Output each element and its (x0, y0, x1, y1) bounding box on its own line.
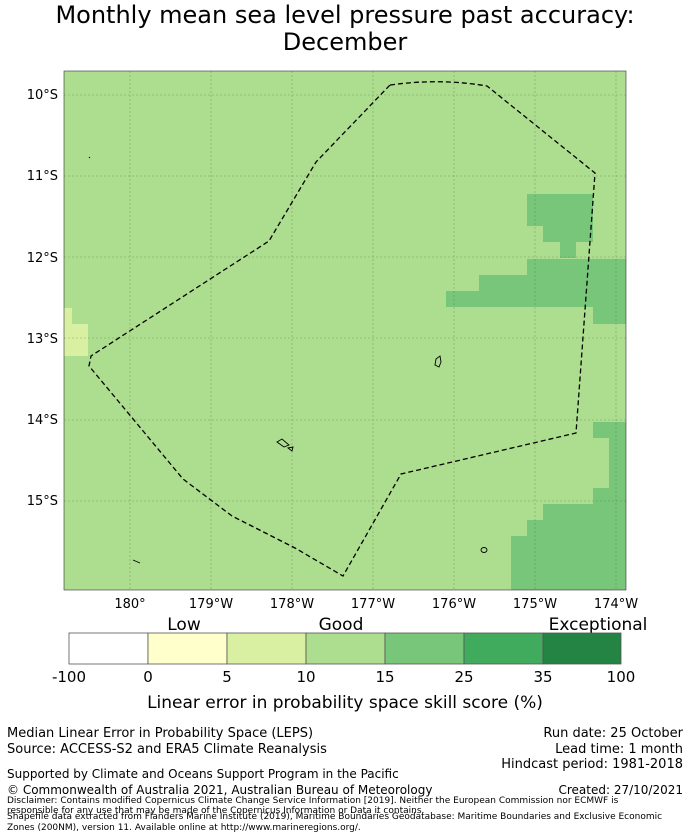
skill-map: 10°S 11°S 12°S 13°S 14°S 15°S 180° 179°W… (27, 70, 648, 686)
colorbar-tick: -100 (52, 668, 86, 686)
latitude-labels: 10°S 11°S 12°S 13°S 14°S 15°S (27, 88, 58, 509)
colorbar-box (384, 632, 465, 665)
disclaimer-line: Zones (200NM), version 11. Available onl… (7, 823, 361, 833)
colorbar-word-good: Good (319, 615, 364, 635)
graticule (64, 71, 626, 590)
lon-label: 177°W (351, 597, 395, 612)
colorbar (68, 632, 622, 665)
island-southwest (132, 559, 141, 564)
chart-title: Monthly mean sea level pressure past acc… (0, 2, 690, 56)
footer-run-date: Run date: 25 October (543, 726, 683, 741)
eez-boundary (88, 81, 596, 577)
colorbar-box (68, 632, 149, 665)
footer-copyright: © Commonwealth of Australia 2021, Austra… (7, 783, 433, 797)
islands (88, 156, 488, 564)
title-line-1: Monthly mean sea level pressure past acc… (55, 1, 635, 29)
disclaimer-line: Shapefile data extracted from Flanders M… (7, 812, 663, 822)
footer-created: Created: 27/10/2021 (558, 783, 683, 797)
lat-label: 10°S (27, 88, 58, 103)
footer-source: Source: ACCESS-S2 and ERA5 Climate Reana… (7, 742, 327, 757)
island-east (434, 355, 442, 368)
island-west (276, 438, 290, 448)
colorbar-box (226, 632, 307, 665)
colorbar-tick: 100 (607, 668, 636, 686)
colorbar-box (542, 632, 622, 665)
colorbar-tick: 0 (143, 668, 153, 686)
lon-label: 179°W (189, 597, 233, 612)
footer-support: Supported by Climate and Oceans Support … (7, 767, 399, 781)
island-southeast (480, 547, 488, 553)
lon-label: 176°W (432, 597, 476, 612)
footer-lead-time: Lead time: 1 month (555, 742, 683, 757)
colorbar-word-exceptional: Exceptional (549, 615, 648, 635)
colorbar-box (463, 632, 544, 665)
footer-hindcast: Hindcast period: 1981-2018 (501, 757, 683, 772)
longitude-labels: 180° 179°W 178°W 177°W 176°W 175°W 174°W (114, 597, 638, 612)
colorbar-box (147, 632, 228, 665)
map-frame (63, 70, 627, 591)
lon-label: 175°W (513, 597, 557, 612)
colorbar-ticks: -100 0 5 10 15 25 35 100 (52, 668, 635, 686)
lat-label: 14°S (27, 413, 58, 428)
lat-label: 12°S (27, 251, 58, 266)
colorbar-box (305, 632, 386, 665)
footer-method: Median Linear Error in Probability Space… (7, 726, 314, 741)
lon-label: 174°W (594, 597, 638, 612)
colorbar-tick: 15 (375, 668, 394, 686)
colorbar-word-low: Low (167, 615, 201, 635)
lon-label: 180° (114, 597, 145, 612)
island-northwest (88, 156, 91, 159)
lon-label: 178°W (270, 597, 314, 612)
colorbar-tick: 35 (533, 668, 552, 686)
colorbar-tick: 25 (454, 668, 473, 686)
island-west-small (286, 446, 294, 452)
colorbar-label: Linear error in probability space skill … (147, 693, 543, 713)
colorbar-tick: 5 (222, 668, 232, 686)
lat-label: 13°S (27, 332, 58, 347)
disclaimer-line: Disclaimer: Contains modified Copernicus… (7, 796, 619, 806)
lat-label: 15°S (27, 494, 58, 509)
map-patch-lower-skill (64, 308, 88, 356)
colorbar-tick: 10 (296, 668, 315, 686)
title-line-2: December (282, 28, 408, 56)
lat-label: 11°S (27, 169, 58, 184)
map-patch-higher-skill (446, 194, 626, 590)
disclaimer-line: responsible for any use that may be made… (7, 806, 425, 816)
map-field-good (64, 71, 626, 590)
